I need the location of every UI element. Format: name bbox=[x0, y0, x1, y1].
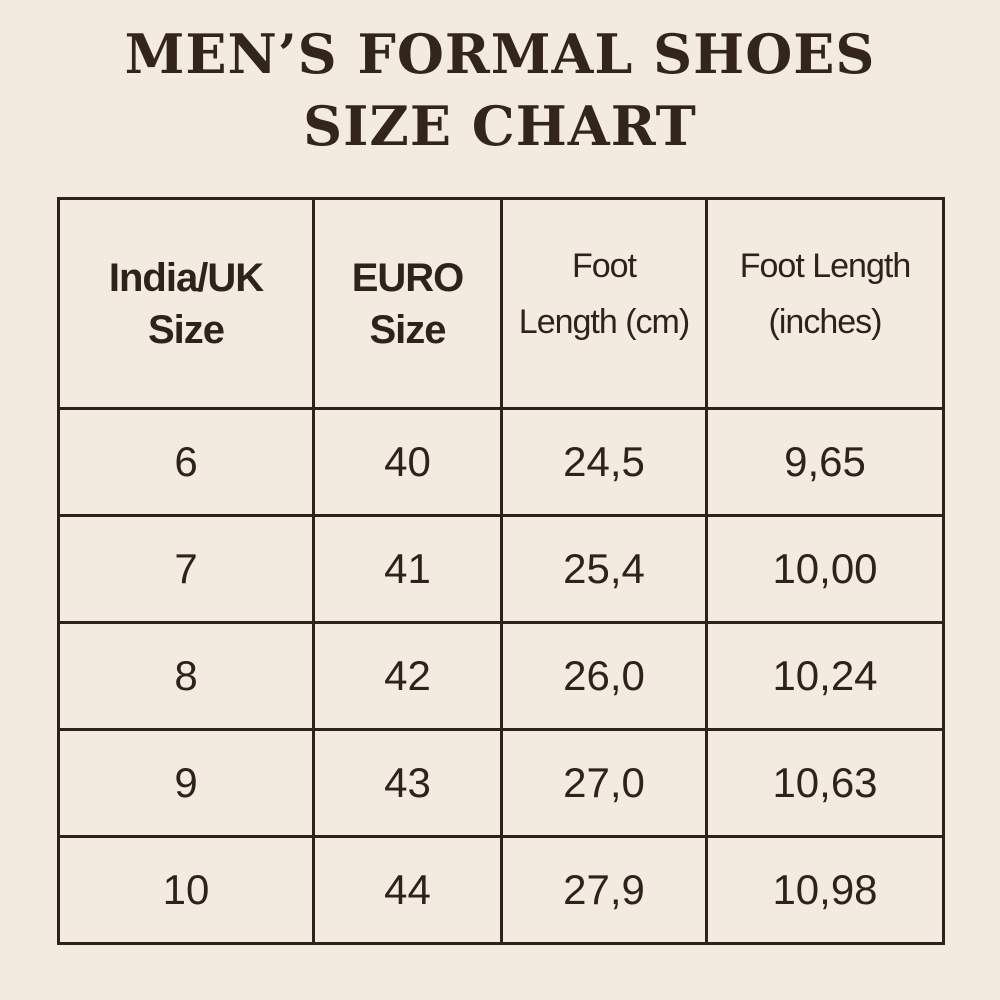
page-title: MEN’S FORMAL SHOES SIZE CHART bbox=[0, 18, 1000, 162]
header-euro-size: EURO Size bbox=[312, 197, 503, 410]
header-row: India/UK Size EURO Size Foot Length (cm) Foot … bbox=[57, 197, 945, 410]
header-line: Size bbox=[147, 307, 225, 352]
header-line: Size bbox=[369, 307, 446, 352]
cell-foot-length-cm: 25,4 bbox=[500, 514, 708, 624]
table-row: 9 43 27,0 10,63 bbox=[57, 728, 945, 838]
header-line: Foot Length bbox=[739, 246, 911, 285]
cell-foot-length-inches: 10,98 bbox=[705, 835, 945, 945]
cell-euro-size: 43 bbox=[312, 728, 503, 838]
table-row: 8 42 26,0 10,24 bbox=[57, 621, 945, 731]
table-row: 7 41 25,4 10,00 bbox=[57, 514, 945, 624]
cell-foot-length-inches: 10,63 bbox=[705, 728, 945, 838]
header-foot-length-cm: Foot Length (cm) bbox=[500, 197, 708, 410]
table-row: 10 44 27,9 10,98 bbox=[57, 835, 945, 945]
cell-foot-length-cm: 27,9 bbox=[500, 835, 708, 945]
cell-euro-size: 42 bbox=[312, 621, 503, 731]
cell-india-uk-size: 7 bbox=[57, 514, 315, 624]
header-line: Foot bbox=[571, 246, 637, 285]
cell-foot-length-cm: 24,5 bbox=[500, 407, 708, 517]
cell-foot-length-cm: 26,0 bbox=[500, 621, 708, 731]
header-foot-length-inches: Foot Length (inches) bbox=[705, 197, 945, 410]
cell-foot-length-inches: 9,65 bbox=[705, 407, 945, 517]
cell-india-uk-size: 6 bbox=[57, 407, 315, 517]
header-line: Length (cm) bbox=[518, 302, 690, 341]
cell-euro-size: 40 bbox=[312, 407, 503, 517]
cell-foot-length-inches: 10,00 bbox=[705, 514, 945, 624]
cell-india-uk-size: 10 bbox=[57, 835, 315, 945]
cell-euro-size: 41 bbox=[312, 514, 503, 624]
title-line-2: SIZE CHART bbox=[303, 94, 697, 158]
header-line: EURO bbox=[351, 255, 465, 300]
cell-foot-length-inches: 10,24 bbox=[705, 621, 945, 731]
title-line-1: MEN’S FORMAL SHOES bbox=[124, 22, 876, 86]
cell-foot-length-cm: 27,0 bbox=[500, 728, 708, 838]
size-chart-table: India/UK Size EURO Size Foot Length (cm) Foot … bbox=[57, 197, 945, 945]
header-line: India/UK bbox=[108, 255, 264, 300]
table-row: 6 40 24,5 9,65 bbox=[57, 407, 945, 517]
header-line: (inches) bbox=[768, 302, 883, 341]
cell-euro-size: 44 bbox=[312, 835, 503, 945]
cell-india-uk-size: 8 bbox=[57, 621, 315, 731]
header-india-uk-size: India/UK Size bbox=[57, 197, 315, 410]
cell-india-uk-size: 9 bbox=[57, 728, 315, 838]
